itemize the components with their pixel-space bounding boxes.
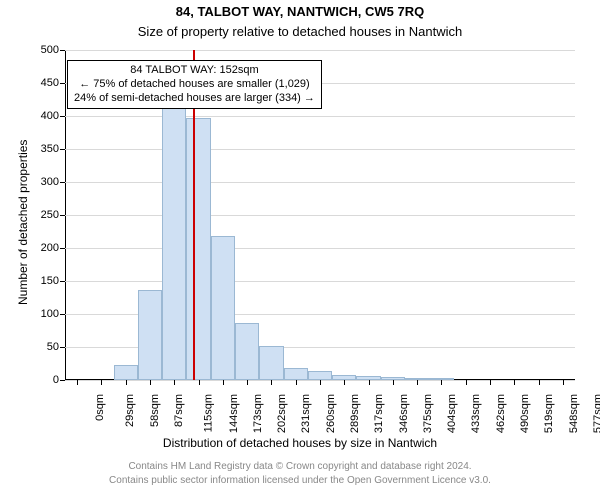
bar [211,236,235,380]
x-tick-label: 289sqm [349,394,361,433]
x-tick [393,380,394,385]
x-tick [490,380,491,385]
x-tick [247,380,248,385]
y-tick-label: 400 [41,110,59,122]
bar [138,290,162,380]
x-tick [174,380,175,385]
x-tick-label: 490sqm [519,394,531,433]
x-tick-label: 58sqm [149,394,161,427]
x-tick [223,380,224,385]
x-tick [514,380,515,385]
y-tick-label: 0 [53,374,59,386]
annotation-box: 84 TALBOT WAY: 152sqm← 75% of detached h… [67,60,322,109]
x-axis-label: Distribution of detached houses by size … [0,436,600,450]
annotation-line: 84 TALBOT WAY: 152sqm [74,64,315,78]
plot-area: 0501001502002503003504004505000sqm29sqm5… [65,50,575,380]
annotation-line: ← 75% of detached houses are smaller (1,… [74,78,315,92]
x-tick [77,380,78,385]
x-tick [563,380,564,385]
x-tick [466,380,467,385]
gridline [65,50,575,51]
x-tick-label: 173sqm [252,394,264,433]
y-tick [60,50,65,51]
footer-line-1: Contains HM Land Registry data © Crown c… [0,460,600,474]
gridline [65,182,575,183]
gridline [65,281,575,282]
bar [284,368,308,380]
x-tick-label: 29sqm [124,394,136,427]
x-tick-label: 548sqm [568,394,580,433]
bar [259,346,283,380]
x-tick-label: 317sqm [373,394,385,433]
y-tick [60,281,65,282]
annotation-line: 24% of semi-detached houses are larger (… [74,92,315,106]
figure: 84, TALBOT WAY, NANTWICH, CW5 7RQ Size o… [0,0,600,500]
x-tick [320,380,321,385]
gridline [65,215,575,216]
title-subtitle: Size of property relative to detached ho… [0,24,600,39]
x-tick [271,380,272,385]
x-tick-label: 404sqm [446,394,458,433]
x-tick-label: 144sqm [228,394,240,433]
gridline [65,116,575,117]
y-tick-label: 250 [41,209,59,221]
x-tick [539,380,540,385]
gridline [65,248,575,249]
x-tick [101,380,102,385]
x-tick-label: 0sqm [94,394,106,421]
title-address: 84, TALBOT WAY, NANTWICH, CW5 7RQ [0,4,600,19]
x-tick [150,380,151,385]
y-tick [60,248,65,249]
x-tick [344,380,345,385]
y-tick [60,215,65,216]
x-tick-label: 231sqm [301,394,313,433]
y-tick-label: 50 [47,341,59,353]
x-tick-label: 462sqm [495,394,507,433]
y-tick [60,314,65,315]
y-tick [60,116,65,117]
x-tick-label: 433sqm [471,394,483,433]
footer-line-2: Contains public sector information licen… [0,474,600,488]
x-tick-label: 115sqm [203,394,215,432]
y-tick-label: 150 [41,275,59,287]
x-tick [199,380,200,385]
x-tick-label: 375sqm [422,394,434,433]
y-tick-label: 450 [41,77,59,89]
x-tick [296,380,297,385]
y-tick-label: 350 [41,143,59,155]
y-tick-label: 500 [41,44,59,56]
y-tick [60,347,65,348]
y-tick [60,380,65,381]
y-tick-label: 200 [41,242,59,254]
x-tick-label: 346sqm [398,394,410,433]
gridline [65,149,575,150]
x-tick [441,380,442,385]
x-tick-label: 260sqm [325,394,337,433]
x-tick [369,380,370,385]
bar [114,365,138,380]
bar [235,323,259,380]
y-tick [60,182,65,183]
x-tick-label: 577sqm [592,394,600,433]
y-tick [60,149,65,150]
y-tick-label: 300 [41,176,59,188]
x-tick-label: 202sqm [276,394,288,433]
y-tick-label: 100 [41,308,59,320]
y-tick [60,83,65,84]
x-tick-label: 87sqm [173,394,185,427]
bar [162,106,186,380]
footer: Contains HM Land Registry data © Crown c… [0,460,600,487]
bar [186,118,210,380]
x-tick [126,380,127,385]
x-tick [417,380,418,385]
y-axis-label: Number of detached properties [16,140,30,305]
x-tick-label: 519sqm [543,394,555,433]
bar [308,371,332,380]
